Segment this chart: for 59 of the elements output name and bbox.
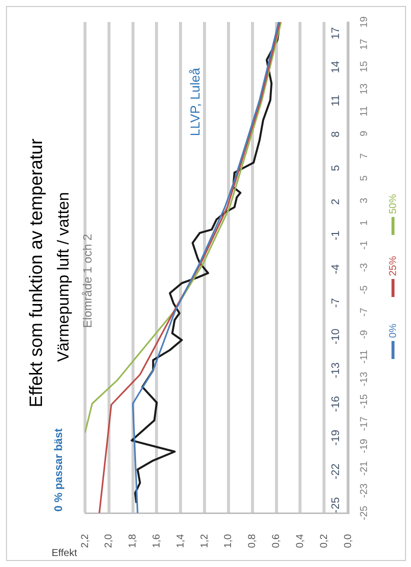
y2-tick-label: -22 — [330, 463, 342, 480]
x-tick-label: 2,2 — [80, 534, 91, 548]
y2-tick-label: -16 — [330, 396, 342, 412]
y-tick-label: 5 — [358, 175, 370, 182]
y-tick-label: 17 — [358, 38, 370, 50]
y-tick-label: 3 — [358, 197, 370, 204]
y2-tick-label: -19 — [330, 430, 342, 446]
x-tick-label: 1,4 — [175, 534, 186, 548]
y2-tick-label: 14 — [330, 60, 342, 74]
text: 0% — [388, 323, 399, 338]
y2-tick-label: 5 — [330, 165, 342, 172]
x-tick-label: 1,6 — [151, 534, 162, 548]
x-tick-label: 1,0 — [223, 534, 234, 548]
y-tick-label: 13 — [358, 82, 370, 95]
x-tick-label: 0,8 — [247, 534, 258, 548]
y-tick-label: -13 — [358, 371, 370, 386]
y-tick-label: -11 — [358, 349, 370, 364]
y-tick-label: -5 — [358, 284, 370, 294]
x-tick-label: 1,2 — [199, 534, 210, 548]
y-tick-label: -7 — [358, 307, 370, 317]
text: 0 % passar bäst — [53, 428, 66, 512]
y2-tick-label: -10 — [330, 328, 342, 345]
y-tick-label: -25 — [358, 505, 370, 520]
y-tick-label: 15 — [358, 60, 370, 72]
y-tick-label: 7 — [358, 152, 370, 159]
y-tick-label: -17 — [358, 416, 370, 431]
x-axis-title: Effekt — [52, 548, 78, 559]
y-tick-label: -21 — [358, 460, 370, 476]
y2-tick-label: -25 — [330, 497, 342, 514]
text: Effekt som funktion av temperatur — [26, 138, 46, 408]
y2-tick-label: -7 — [330, 298, 342, 308]
y-tick-label: -23 — [358, 483, 370, 498]
x-tick-label: 0,0 — [342, 534, 354, 548]
x-tick-label: 0,2 — [318, 534, 330, 548]
y-tick-label: -1 — [358, 240, 370, 250]
y2-tick-label: -4 — [330, 264, 342, 274]
y-tick-label: -15 — [358, 394, 370, 409]
y2-tick-label: -13 — [330, 362, 342, 378]
y-tick-label: -3 — [358, 262, 370, 272]
y2-tick-label: 11 — [330, 94, 342, 106]
text: 50% — [388, 194, 399, 214]
text: 25% — [388, 256, 399, 276]
x-tick-label: 0,6 — [271, 534, 282, 548]
x-tick-label: 2,0 — [104, 534, 115, 548]
y-tick-label: 1 — [358, 220, 370, 226]
y2-tick-label: 2 — [330, 198, 342, 205]
y-tick-label: 9 — [358, 130, 370, 136]
x-tick-label: 0,4 — [294, 534, 306, 548]
y2-tick-label: -1 — [330, 230, 342, 240]
y-tick-label: -9 — [358, 330, 370, 339]
annotation: Elområde 1 och 2 — [80, 234, 94, 328]
x-tick-label: 1,8 — [128, 534, 139, 548]
y2-tick-label: 8 — [330, 131, 342, 138]
annotation: LLVP, Luleå — [188, 67, 203, 136]
y-tick-label: 11 — [358, 106, 370, 116]
text: Värmepump luft / vatten — [55, 192, 72, 362]
y-tick-label: 19 — [358, 16, 370, 28]
y-tick-label: -19 — [358, 438, 370, 454]
y2-tick-label: 17 — [330, 27, 342, 40]
